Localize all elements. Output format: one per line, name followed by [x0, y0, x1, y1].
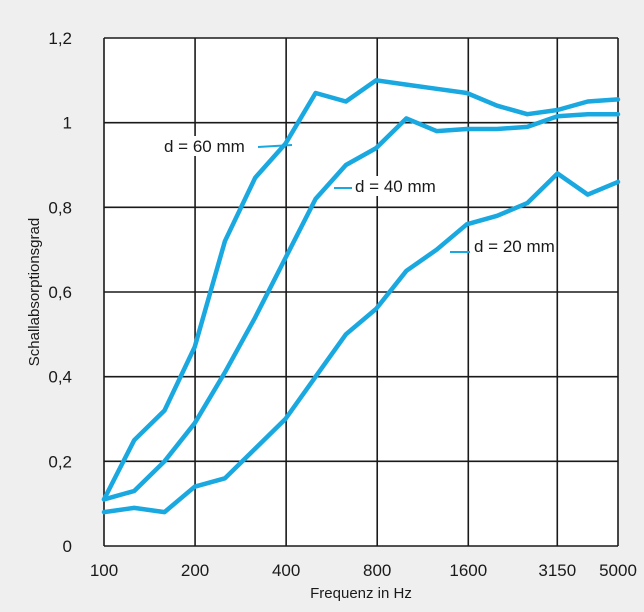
series-labels: d = 60 mm d = 40 mm d = 20 mm [162, 136, 556, 256]
y-tick-label: 1,2 [48, 29, 72, 48]
series-label-background [353, 176, 437, 196]
x-tick-label: 200 [181, 561, 209, 580]
series-line [101, 78, 621, 502]
series-line [101, 111, 621, 502]
series-label: d = 20 mm [474, 237, 555, 256]
y-tick-label: 0,6 [48, 283, 72, 302]
series-label: d = 60 mm [164, 137, 245, 156]
x-tick-label: 100 [90, 561, 118, 580]
x-tick-label: 3150 [538, 561, 576, 580]
x-axis-title: Frequenz in Hz [310, 585, 412, 602]
series-lines [101, 78, 621, 515]
y-tick-label: 0 [63, 537, 72, 556]
y-tick-label: 1 [63, 114, 72, 133]
x-tick-label: 400 [272, 561, 300, 580]
series-label-background [162, 136, 246, 156]
x-tick-label: 800 [363, 561, 391, 580]
series-label-leader [257, 144, 293, 148]
x-tick-label: 1600 [449, 561, 487, 580]
series-label-background [472, 236, 556, 256]
y-axis-title: Schallabsorptionsgrad [26, 218, 43, 366]
tick-labels: 0 0,2 0,4 0,6 0,8 1 1,2 100 200 400 800 1600 3150 500… [48, 29, 637, 580]
x-tick-label: 5000 [599, 561, 637, 580]
series-line [101, 171, 621, 515]
y-tick-label: 0,8 [48, 198, 72, 217]
y-tick-label: 0,2 [48, 452, 72, 471]
grid [103, 37, 619, 547]
series-label: d = 40 mm [355, 177, 436, 196]
y-tick-label: 0,4 [48, 368, 72, 387]
